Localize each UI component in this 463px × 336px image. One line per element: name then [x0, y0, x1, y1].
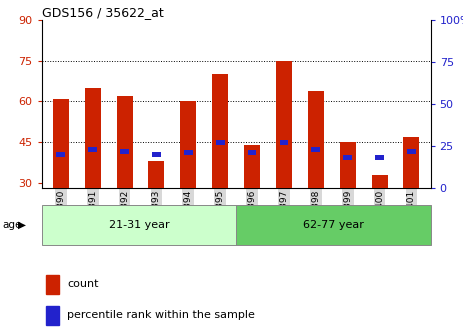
Text: GDS156 / 35622_at: GDS156 / 35622_at — [42, 6, 163, 19]
Bar — [216, 140, 225, 145]
Bar — [85, 88, 100, 188]
Text: ▶: ▶ — [18, 220, 25, 230]
Bar — [312, 147, 320, 152]
Bar — [372, 175, 388, 188]
Bar — [53, 99, 69, 188]
Bar — [42, 205, 236, 245]
Bar — [152, 152, 161, 157]
Bar — [45, 275, 59, 294]
Bar — [375, 156, 384, 160]
Bar — [308, 91, 324, 188]
Bar — [120, 149, 129, 154]
Bar — [117, 96, 132, 188]
Bar — [407, 149, 416, 154]
Bar — [56, 152, 65, 157]
Bar — [276, 61, 292, 188]
Bar — [88, 147, 97, 152]
Bar — [149, 161, 164, 188]
Bar — [340, 142, 356, 188]
Text: count: count — [67, 279, 99, 289]
Bar — [236, 205, 431, 245]
Bar — [280, 140, 288, 145]
Text: percentile rank within the sample: percentile rank within the sample — [67, 310, 255, 320]
Bar — [184, 151, 193, 155]
Bar — [212, 74, 228, 188]
Text: 62-77 year: 62-77 year — [303, 220, 364, 230]
Bar — [45, 306, 59, 325]
Text: age: age — [2, 220, 22, 230]
Bar — [181, 101, 196, 188]
Bar — [403, 137, 419, 188]
Bar — [244, 145, 260, 188]
Bar — [344, 156, 352, 160]
Bar — [248, 151, 257, 155]
Text: 21-31 year: 21-31 year — [109, 220, 169, 230]
